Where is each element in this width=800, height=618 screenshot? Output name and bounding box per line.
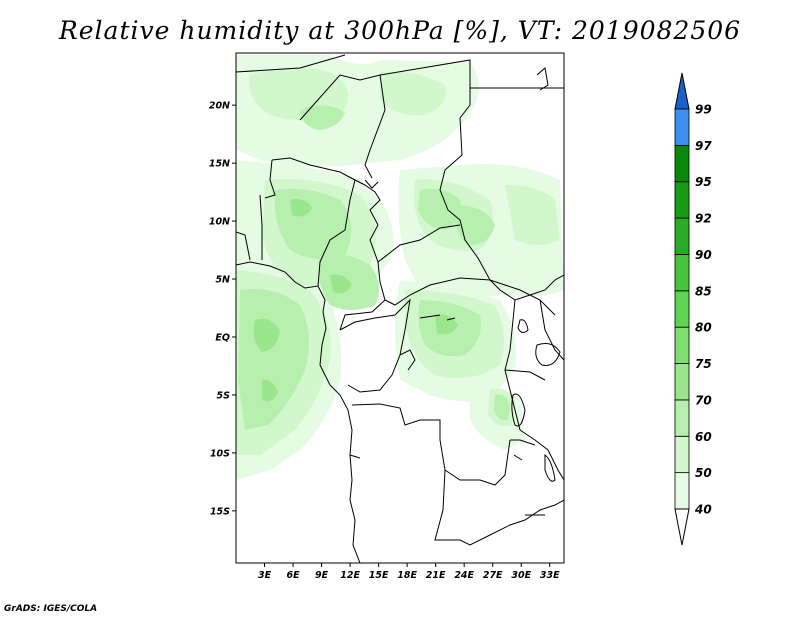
lon-tick-label: 18E	[397, 570, 417, 581]
colorbar-label: 90	[695, 248, 712, 262]
colorbar-swatch	[674, 290, 690, 328]
lon-tick-label: 21E	[426, 570, 446, 581]
grads-credit: GrADS: IGES/COLA	[4, 604, 98, 614]
lon-tick-label: 9E	[315, 570, 329, 581]
colorbar: 40 50 60 70 75 80 85 90 92 95 97 99	[674, 72, 712, 546]
colorbar-label: 50	[695, 466, 712, 480]
lat-tick-label: 5S	[217, 390, 231, 401]
colorbar-top-triangle	[674, 72, 690, 110]
map-frame	[235, 52, 565, 564]
latitude-axis: 20N 15N 10N 5N EQ 5S 10S 15S	[209, 101, 236, 517]
lon-tick-label: 12E	[340, 570, 360, 581]
colorbar-label: 70	[695, 393, 712, 407]
colorbar-swatch	[674, 144, 690, 183]
lat-tick-label: 20N	[209, 101, 230, 112]
humidity-shading	[236, 53, 564, 563]
lat-tick-label: EQ	[215, 332, 230, 343]
colorbar-swatch	[674, 472, 690, 510]
coastlines-and-borders	[236, 54, 564, 563]
colorbar-label: 60	[695, 430, 712, 444]
lon-tick-label: 30E	[511, 570, 531, 581]
colorbar-swatch	[674, 217, 690, 255]
lat-tick-label: 15N	[209, 159, 230, 170]
colorbar-swatch	[674, 399, 690, 437]
colorbar-swatch	[674, 326, 690, 364]
lon-tick-label: 27E	[483, 570, 503, 581]
colorbar-swatch	[674, 363, 690, 401]
lat-tick-label: 10N	[209, 217, 230, 228]
lon-tick-label: 33E	[540, 570, 560, 581]
lon-tick-label: 6E	[286, 570, 300, 581]
lon-tick-label: 24E	[454, 570, 474, 581]
colorbar-label: 75	[695, 357, 712, 371]
lat-tick-label: 15S	[210, 506, 230, 517]
colorbar-label: 85	[695, 284, 712, 298]
lat-tick-label: 5N	[215, 275, 230, 286]
map-title: Relative humidity at 300hPa [%], VT: 201…	[58, 16, 742, 45]
colorbar-label: 80	[695, 321, 712, 335]
lat-tick-label: 10S	[210, 448, 230, 459]
colorbar-label: 92	[695, 212, 712, 226]
colorbar-swatch	[674, 254, 690, 292]
lon-tick-label: 3E	[258, 570, 272, 581]
longitude-axis: 3E 6E 9E 12E 15E 18E 21E 24E 27E 30E 33E	[258, 563, 560, 581]
colorbar-label: 40	[694, 503, 712, 517]
colorbar-swatch	[674, 435, 690, 474]
colorbar-label: 95	[695, 175, 712, 189]
colorbar-label: 97	[695, 139, 712, 153]
colorbar-swatch	[674, 181, 690, 219]
lon-tick-label: 15E	[369, 570, 389, 581]
colorbar-bottom-triangle	[674, 508, 690, 546]
colorbar-label: 99	[695, 103, 712, 117]
colorbar-swatch	[674, 108, 690, 146]
